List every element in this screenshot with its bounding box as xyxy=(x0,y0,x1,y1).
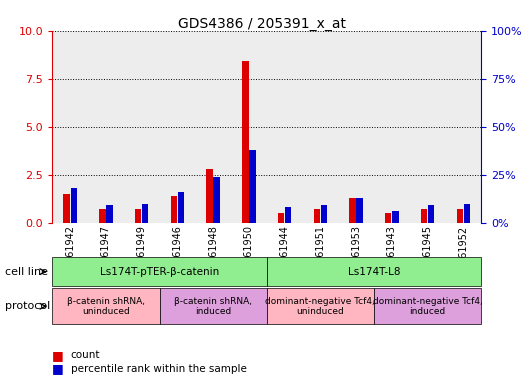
Text: β-catenin shRNA,
induced: β-catenin shRNA, induced xyxy=(174,296,252,316)
Bar xyxy=(231,31,267,223)
Bar xyxy=(142,204,149,223)
Bar xyxy=(124,31,160,223)
Bar xyxy=(99,209,106,223)
Text: Ls174T-pTER-β-catenin: Ls174T-pTER-β-catenin xyxy=(100,266,219,277)
Bar xyxy=(457,209,463,223)
Bar xyxy=(278,213,284,223)
Text: cell line: cell line xyxy=(5,266,48,277)
Bar xyxy=(207,169,213,223)
Text: β-catenin shRNA,
uninduced: β-catenin shRNA, uninduced xyxy=(67,296,145,316)
Bar xyxy=(135,209,141,223)
Text: dominant-negative Tcf4,
uninduced: dominant-negative Tcf4, uninduced xyxy=(266,296,375,316)
Bar xyxy=(249,150,256,223)
Text: ■: ■ xyxy=(52,362,64,375)
Text: protocol: protocol xyxy=(5,301,51,311)
Bar xyxy=(338,31,374,223)
Bar xyxy=(267,31,302,223)
Bar xyxy=(421,209,427,223)
Text: percentile rank within the sample: percentile rank within the sample xyxy=(71,364,246,374)
Text: count: count xyxy=(71,350,100,360)
Text: dominant-negative Tcf4,
induced: dominant-negative Tcf4, induced xyxy=(373,296,482,316)
Bar xyxy=(52,31,88,223)
Bar xyxy=(410,31,446,223)
Bar xyxy=(349,198,356,223)
Bar xyxy=(392,211,399,223)
Text: GDS4386 / 205391_x_at: GDS4386 / 205391_x_at xyxy=(177,17,346,31)
Bar xyxy=(374,31,410,223)
Bar xyxy=(242,61,248,223)
Text: ■: ■ xyxy=(52,349,64,362)
Bar xyxy=(446,31,481,223)
Bar xyxy=(213,177,220,223)
Bar xyxy=(88,31,124,223)
Bar xyxy=(385,213,391,223)
Bar xyxy=(321,205,327,223)
Bar xyxy=(428,205,434,223)
Bar xyxy=(170,196,177,223)
Text: Ls174T-L8: Ls174T-L8 xyxy=(348,266,400,277)
Bar xyxy=(71,188,77,223)
Bar xyxy=(160,31,195,223)
Bar xyxy=(178,192,184,223)
Bar xyxy=(285,207,291,223)
Bar xyxy=(63,194,70,223)
Bar xyxy=(106,205,112,223)
Bar xyxy=(302,31,338,223)
Bar xyxy=(195,31,231,223)
Bar xyxy=(464,204,470,223)
Bar xyxy=(357,198,363,223)
Bar xyxy=(314,209,320,223)
